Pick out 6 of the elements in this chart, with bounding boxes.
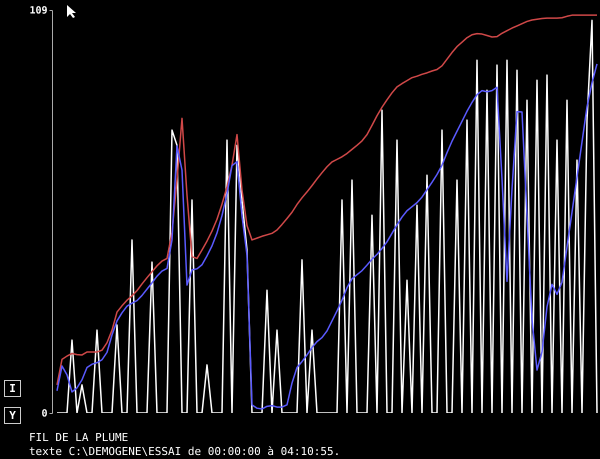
y-tick-label: 0 [41, 408, 48, 420]
text: texte C:\DEMOGENE\ESSAI de 00:00:00 à 04:10:55. [28, 445, 340, 458]
text: I [4, 380, 21, 397]
y-tick-label: 109 [29, 6, 48, 16]
text: Y [4, 407, 21, 424]
text: FIL DE LA PLUME [28, 431, 128, 444]
